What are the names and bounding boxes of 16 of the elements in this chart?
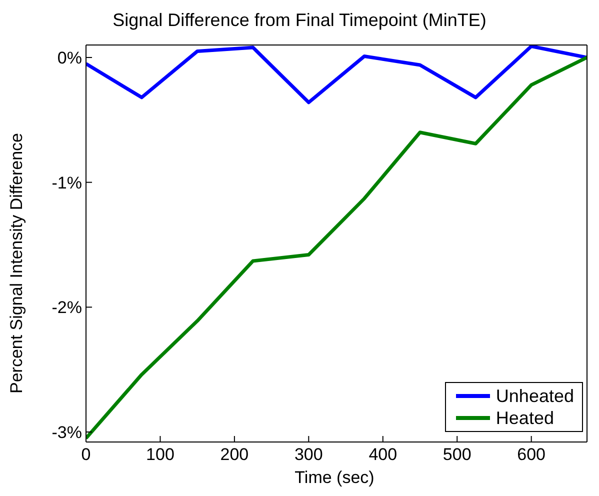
x-tick-label: 400	[368, 445, 398, 464]
y-axis-title: Percent Signal Intensity Difference	[7, 133, 26, 394]
x-tick-label: 200	[220, 445, 249, 464]
x-tick-label: 0	[81, 445, 91, 464]
y-tick-label: 0%	[57, 48, 82, 68]
x-tick-label: 300	[294, 445, 323, 464]
legend-label: Unheated	[496, 386, 574, 406]
x-tick-label: 600	[517, 445, 546, 464]
x-tick-label: 500	[442, 445, 472, 464]
y-tick-label: -3%	[52, 423, 82, 442]
x-axis-title: Time (sec)	[294, 468, 376, 488]
y-tick-label: -2%	[52, 298, 82, 318]
x-tick-label: 100	[146, 445, 174, 464]
chart-title: Signal Difference from Final Timepoint (MinTE)	[112, 9, 488, 32]
y-tick-label: -1%	[52, 173, 82, 192]
legend-label: Heated	[496, 408, 554, 428]
